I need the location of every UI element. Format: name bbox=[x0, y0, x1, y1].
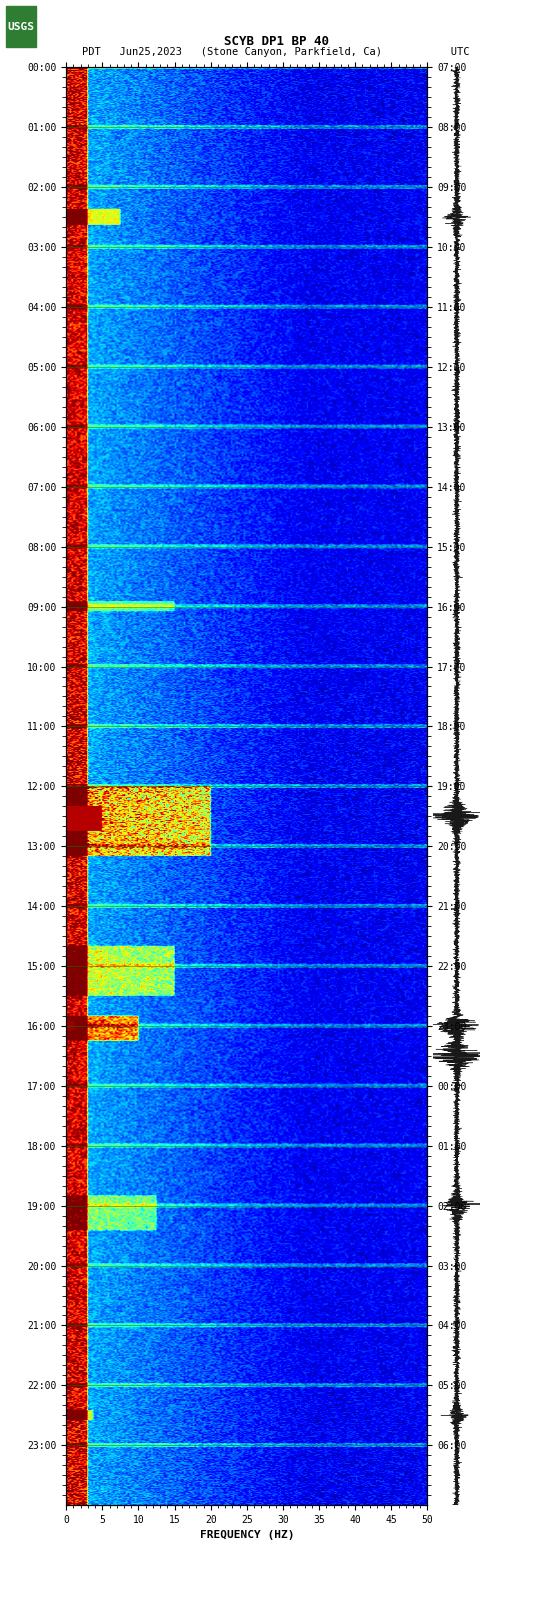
Bar bbox=[6, 6, 36, 47]
Text: USGS: USGS bbox=[7, 21, 34, 32]
Text: SCYB DP1 BP 40: SCYB DP1 BP 40 bbox=[224, 35, 328, 48]
X-axis label: FREQUENCY (HZ): FREQUENCY (HZ) bbox=[200, 1531, 294, 1540]
Text: PDT   Jun25,2023   (Stone Canyon, Parkfield, Ca)           UTC: PDT Jun25,2023 (Stone Canyon, Parkfield,… bbox=[82, 47, 470, 56]
